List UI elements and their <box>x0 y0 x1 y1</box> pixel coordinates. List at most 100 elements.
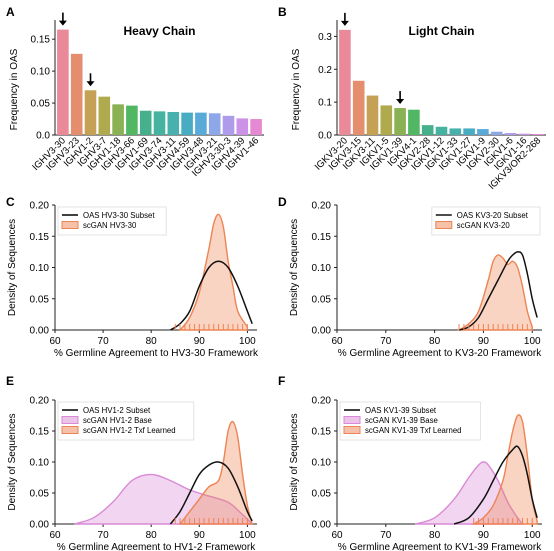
y-axis-label: Frequency in OAS <box>291 48 302 130</box>
legend-label: OAS HV1-2 Subset <box>83 406 151 415</box>
bar <box>139 110 152 135</box>
x-tick-label: 90 <box>478 336 490 347</box>
legend-swatch <box>61 426 79 434</box>
density-line <box>170 260 253 331</box>
bar <box>222 115 235 135</box>
legend-box <box>339 401 481 441</box>
density-line <box>458 251 538 331</box>
density-area <box>471 414 538 525</box>
bar <box>366 95 379 135</box>
x-tick-label: 70 <box>380 336 392 347</box>
bar <box>463 128 475 135</box>
bar <box>421 125 434 135</box>
legend-label: scGAN HV3-30 <box>83 221 137 230</box>
legend-label: OAS HV3-30 Subset <box>83 211 155 220</box>
bar <box>57 29 69 135</box>
y-tick-label: 0.15 <box>30 232 50 243</box>
bar <box>250 119 262 135</box>
bar <box>339 29 351 135</box>
y-tick-label: 0.20 <box>312 396 332 407</box>
legend-label: scGAN KV1-39 Txf Learned <box>365 426 462 435</box>
y-tick-label: 0.2 <box>318 65 332 76</box>
bar <box>449 128 462 135</box>
density-line <box>453 445 538 525</box>
x-axis-label: % Germline Agreement to HV3-30 Framework <box>54 348 259 359</box>
chart-title: Heavy Chain <box>123 24 195 38</box>
bar <box>84 90 97 135</box>
y-tick-label: 0.10 <box>31 67 51 78</box>
x-tick-label: 60 <box>331 336 343 347</box>
y-tick-label: 0.20 <box>312 201 332 212</box>
bar <box>195 112 207 135</box>
y-tick-label: 0.05 <box>30 294 50 305</box>
arrow-head-icon <box>340 20 349 26</box>
y-axis-label: Density of Sequences <box>289 413 300 510</box>
x-axis-label: % Germline Agreement to KV1-39 Framework <box>338 542 542 551</box>
legend-label: scGAN HV1-2 Base <box>83 416 152 425</box>
legend-label: scGAN KV1-39 Base <box>365 416 438 425</box>
bar <box>167 112 180 135</box>
legend-box <box>57 401 195 441</box>
bar <box>532 134 544 135</box>
arrow-head-icon <box>58 20 67 26</box>
x-tick-label: 90 <box>194 530 206 541</box>
y-tick-label: 0.00 <box>30 326 50 337</box>
bar <box>518 133 531 135</box>
legend-swatch <box>435 221 453 229</box>
bar <box>394 108 406 135</box>
panel-letter: E <box>6 374 14 388</box>
panel-letter: D <box>278 195 287 209</box>
y-axis-label: Density of Sequences <box>289 219 300 316</box>
bar <box>126 105 138 135</box>
panel-letter: B <box>278 5 287 19</box>
bar <box>477 129 489 135</box>
bar <box>380 105 393 135</box>
density-area <box>414 461 524 525</box>
density-area <box>74 473 254 525</box>
panel-D: D 0.00 0.05 0.10 0.15 0.20 60 70 80 90 100% Germli… <box>278 195 542 359</box>
legend-label: OAS KV1-39 Subset <box>365 406 437 415</box>
x-tick-label: 100 <box>524 530 541 541</box>
x-tick-label: 80 <box>429 530 441 541</box>
x-tick-label: 70 <box>380 530 392 541</box>
x-tick-label: 90 <box>194 336 206 347</box>
panel-A: A Heavy Chain Frequency in OAS 0.0 0.05 0.10 0… <box>6 5 264 179</box>
y-tick-label: 0.15 <box>31 35 51 46</box>
bar <box>98 96 111 135</box>
x-tick-label: 60 <box>49 530 61 541</box>
y-tick-label: 0.20 <box>30 396 50 407</box>
x-axis-label: % Germline Agreement to HV1-2 Framework <box>57 542 256 551</box>
y-tick-label: 0.15 <box>30 427 50 438</box>
x-tick-label: 100 <box>239 336 256 347</box>
x-tick-label: 80 <box>146 336 158 347</box>
y-tick-label: 0.00 <box>312 520 332 531</box>
y-axis-label: Density of Sequences <box>7 413 18 510</box>
legend-label: OAS KV3-20 Subset <box>457 211 529 220</box>
x-tick-label: 70 <box>98 336 110 347</box>
legend-swatch <box>61 221 79 229</box>
bar <box>490 131 503 135</box>
y-tick-label: 0.10 <box>312 458 332 469</box>
y-axis-label: Density of Sequences <box>7 219 18 316</box>
panel-F: F 0.00 0.05 0.10 0.15 0.20 60 70 80 90 100% Germli… <box>278 374 542 551</box>
y-tick-label: 0.0 <box>318 131 332 142</box>
x-tick-label: 60 <box>331 530 343 541</box>
y-tick-label: 0.05 <box>312 489 332 500</box>
bar <box>504 133 517 135</box>
bar <box>70 53 83 135</box>
y-tick-label: 0.10 <box>30 458 50 469</box>
x-tick-label: 80 <box>146 530 158 541</box>
y-tick-label: 0.10 <box>312 263 332 274</box>
y-tick-label: 0.20 <box>30 201 50 212</box>
bar <box>153 111 166 135</box>
arrow-head-icon <box>86 81 95 87</box>
y-tick-label: 0.1 <box>318 98 332 109</box>
panel-C: C 0.00 0.05 0.10 0.15 0.20 60 70 80 90 100% Germli… <box>6 195 259 359</box>
legend-swatch <box>61 416 79 424</box>
x-tick-label: 60 <box>49 336 61 347</box>
arrow-head-icon <box>396 99 405 105</box>
y-tick-label: 0.15 <box>312 427 332 438</box>
